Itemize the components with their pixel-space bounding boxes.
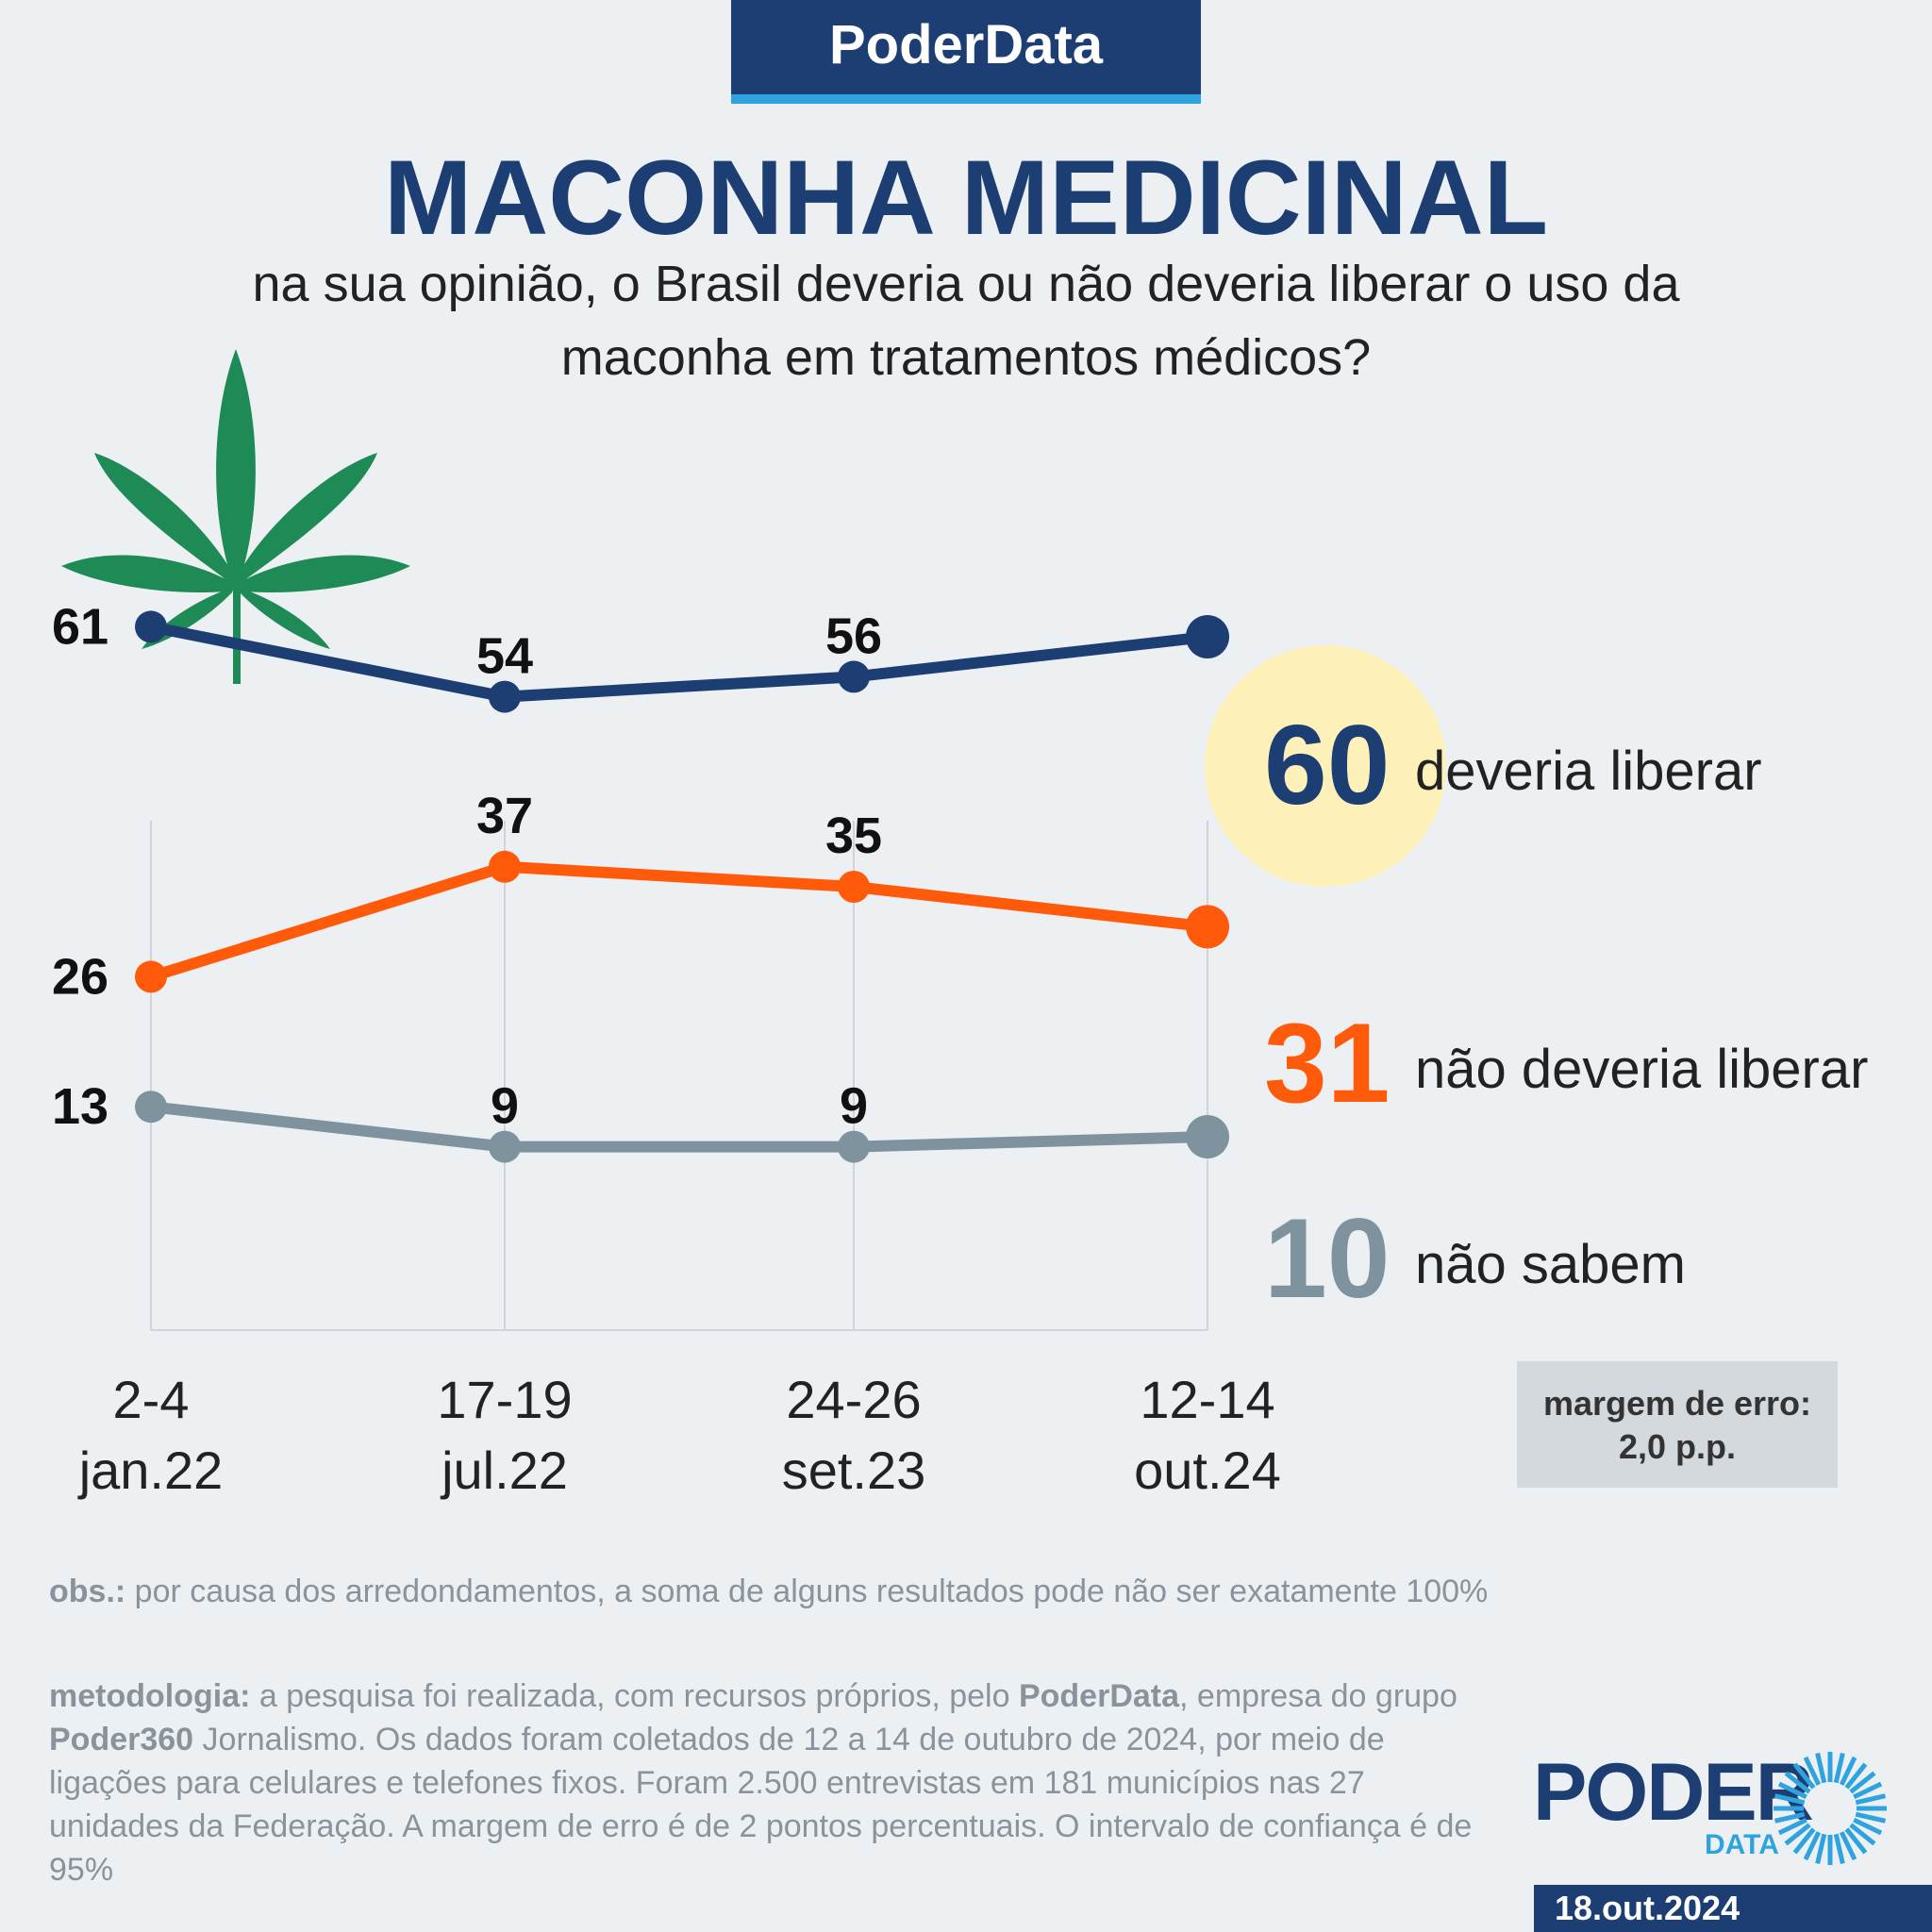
sunburst-ray — [1839, 1831, 1857, 1861]
data-point-0-1 — [489, 680, 521, 713]
data-label-0-0: 61 — [52, 598, 108, 655]
sunburst-ray — [1792, 1827, 1816, 1855]
x-tick-label-0-line1: 2-4 — [113, 1370, 190, 1429]
series-name-1: não deveria liberar — [1415, 1039, 1868, 1100]
x-tick-label-0-line2: jan.22 — [77, 1441, 224, 1500]
sunburst-ray — [1839, 1756, 1857, 1786]
obs-note: obs.: por causa dos arredondamentos, a s… — [49, 1570, 1492, 1613]
sunburst-ray — [1844, 1762, 1868, 1790]
sunburst-ray — [1855, 1811, 1887, 1824]
sunburst-ray — [1784, 1771, 1811, 1794]
sunburst-ray — [1815, 1833, 1827, 1865]
x-tick-label-1-line1: 17-19 — [437, 1370, 572, 1429]
data-point-2-3 — [1186, 1115, 1229, 1158]
sunburst-ray — [1774, 1793, 1806, 1806]
sunburst-ray — [1853, 1817, 1883, 1836]
series-line-0 — [145, 621, 1213, 703]
methodology-note: metodologia: a pesquisa foi realizada, c… — [49, 1674, 1492, 1891]
data-point-2-1 — [489, 1130, 521, 1163]
sunburst-ray — [1833, 1833, 1845, 1865]
x-tick-label-2-line1: 24-26 — [786, 1370, 921, 1429]
data-point-1-2 — [838, 871, 870, 903]
margin-label: margem de erro: — [1542, 1384, 1812, 1423]
series-name-2: não sabem — [1415, 1234, 1686, 1295]
end-value-1: 31 — [1264, 1000, 1390, 1126]
obs-text: por causa dos arredondamentos, a soma de… — [125, 1574, 1489, 1609]
data-point-0-3 — [1186, 615, 1229, 658]
data-point-0-2 — [838, 660, 870, 693]
obs-label: obs.: — [49, 1574, 126, 1609]
sunburst-ray — [1784, 1823, 1811, 1846]
methodology-label: metodologia: — [49, 1678, 251, 1714]
sunburst-ray — [1844, 1827, 1868, 1855]
data-label-0-2: 56 — [825, 608, 882, 664]
data-point-1-0 — [135, 960, 167, 993]
sunburst-ray — [1803, 1831, 1822, 1861]
sunburst-ray — [1777, 1781, 1807, 1800]
chart-subtitle: na sua opinião, o Brasil deveria ou não … — [117, 247, 1815, 394]
sunburst-ray — [1855, 1793, 1887, 1806]
sunburst-ray — [1849, 1771, 1876, 1794]
series-name-0: deveria liberar — [1415, 741, 1762, 802]
x-tick-label-3-line1: 12-14 — [1140, 1370, 1274, 1429]
brand-tab: PoderData — [731, 0, 1201, 104]
methodology-text-2: , empresa do grupo — [1179, 1678, 1457, 1714]
series-line-2 — [145, 1101, 1213, 1153]
data-point-0-0 — [135, 610, 167, 643]
sunburst-ray — [1853, 1781, 1883, 1800]
sunburst-ray — [1833, 1752, 1845, 1784]
methodology-poderdata: PoderData — [1018, 1678, 1180, 1714]
data-label-2-2: 9 — [840, 1078, 868, 1135]
margin-of-error-box: margem de erro: 2,0 p.p. — [1517, 1361, 1838, 1488]
data-point-1-3 — [1186, 905, 1229, 949]
sunburst-ray — [1803, 1756, 1822, 1786]
end-value-2: 10 — [1264, 1195, 1390, 1322]
data-label-1-2: 35 — [825, 808, 882, 864]
data-point-2-0 — [135, 1091, 167, 1124]
data-label-0-1: 54 — [476, 628, 533, 685]
date-tag: 18.out.2024 — [1534, 1885, 1932, 1932]
margin-value: 2,0 p.p. — [1618, 1427, 1737, 1466]
data-label-1-0: 26 — [52, 948, 108, 1005]
x-tick-label-3-line2: out.24 — [1134, 1441, 1281, 1500]
sunburst-icon — [1774, 1752, 1887, 1865]
brand-label: PoderData — [828, 14, 1104, 75]
sunburst-ray — [1792, 1762, 1816, 1790]
data-point-2-2 — [838, 1130, 870, 1163]
logo-word: PODER — [1533, 1747, 1814, 1838]
methodology-poder360: Poder360 — [49, 1722, 194, 1757]
methodology-text-1: a pesquisa foi realizada, com recursos p… — [250, 1678, 1019, 1714]
latest-value-highlight — [1205, 645, 1446, 887]
logo-sub: DATA — [1705, 1829, 1779, 1860]
data-label-1-1: 37 — [476, 788, 533, 844]
x-tick-label-1-line2: jul.22 — [440, 1441, 568, 1500]
data-label-2-1: 9 — [491, 1078, 519, 1135]
sunburst-ray — [1774, 1811, 1806, 1824]
series-line-1 — [145, 860, 1213, 983]
data-point-1-1 — [489, 850, 521, 883]
subtitle-line-1: na sua opinião, o Brasil deveria ou não … — [252, 256, 1680, 312]
page-title: MACONHA MEDICINAL — [384, 139, 1548, 257]
poder-data-logo: PODER DATA — [1533, 1747, 1891, 1870]
end-value-0: 60 — [1264, 702, 1390, 828]
subtitle-line-2: maconha em tratamentos médicos? — [560, 329, 1372, 386]
methodology-text-3: Jornalismo. Os dados foram coletados de … — [49, 1722, 1473, 1888]
sunburst-ray — [1815, 1752, 1827, 1784]
sunburst-ray — [1849, 1823, 1876, 1846]
x-tick-label-2-line2: set.23 — [782, 1441, 926, 1500]
sunburst-ray — [1777, 1817, 1807, 1836]
data-label-2-0: 13 — [52, 1078, 108, 1135]
